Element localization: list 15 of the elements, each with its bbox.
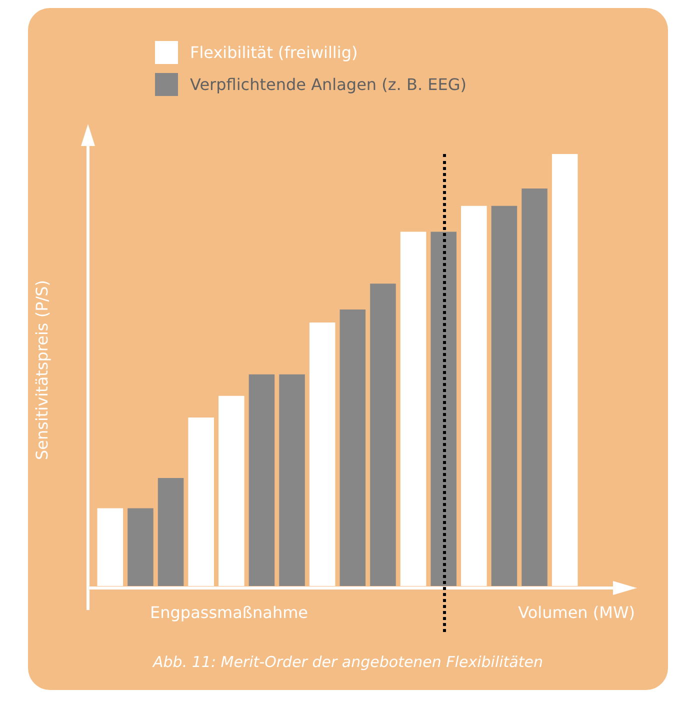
bar: [248, 374, 275, 586]
bar: [340, 310, 366, 586]
bar: [279, 374, 305, 586]
text: Engpassmaßnahme: [150, 603, 308, 622]
bar: [522, 188, 548, 586]
bar: [158, 478, 184, 586]
bar: [430, 232, 456, 586]
bar: [128, 508, 154, 586]
legend-label: Verpflichtende Anlagen (z. B. EEG): [190, 74, 466, 94]
bar: [491, 206, 518, 586]
x-axis-title: Volumen (MW): [518, 603, 635, 622]
caption: Abb. 11: Merit-Order der angebotenen Flexibilitäten: [153, 653, 543, 671]
bar: [370, 284, 396, 586]
y-axis-title: Sensitivitätspreis (P/S): [32, 280, 52, 460]
legend-label: Flexibilität (freiwillig): [190, 42, 358, 62]
